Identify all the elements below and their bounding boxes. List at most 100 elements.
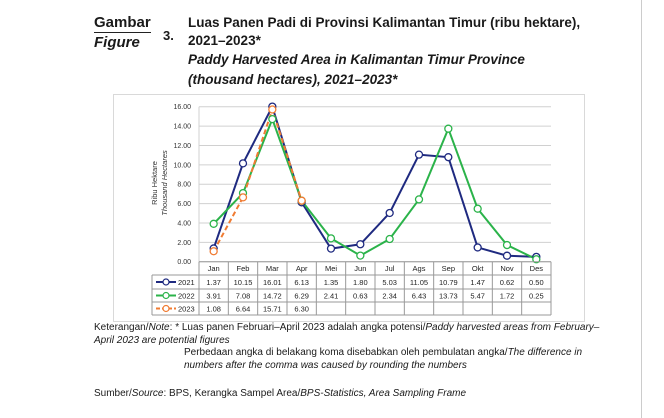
figure-title-id: Luas Panen Padi di Provinsi Kalimantan T… xyxy=(188,15,581,48)
data-label: 5.03 xyxy=(382,278,397,287)
x-tick-label: Des xyxy=(530,264,544,273)
legend-marker-2021 xyxy=(162,278,170,286)
data-point-2022 xyxy=(385,234,394,244)
data-point-2022 xyxy=(326,234,336,243)
y-tick-label: 16.00 xyxy=(173,104,191,111)
data-label: 0.63 xyxy=(353,291,368,300)
data-point-2022 xyxy=(502,240,512,250)
data-point-2023 xyxy=(209,247,218,256)
source-text: BPS, Kerangka Sampel Area/ xyxy=(166,388,301,399)
data-label: 11.05 xyxy=(410,278,428,287)
data-label: 1.80 xyxy=(353,278,368,287)
source-label-en: Source xyxy=(131,388,164,399)
series-line-2023 xyxy=(212,106,303,252)
figure-label-en: Figure xyxy=(94,34,140,51)
data-point-2022 xyxy=(444,124,453,133)
data-point-2022 xyxy=(532,255,541,264)
data-point-2021 xyxy=(414,150,424,159)
x-tick-label: Mar xyxy=(266,264,279,273)
data-label: 5.47 xyxy=(470,291,485,300)
data-label: 6.64 xyxy=(236,304,251,313)
data-label: 14.72 xyxy=(263,291,282,300)
data-label: 10.15 xyxy=(234,278,253,287)
data-label: 0.62 xyxy=(500,278,515,287)
legend-label: 2021 xyxy=(178,278,195,287)
data-point-2023 xyxy=(268,105,277,114)
data-point-2021 xyxy=(356,240,365,249)
y-tick-label: 6.00 xyxy=(177,201,191,208)
data-point-2023 xyxy=(297,196,306,205)
notes-label: Keterangan/ xyxy=(94,322,149,333)
data-label: 2.34 xyxy=(382,291,397,300)
figure-title-en: Paddy Harvested Area in Kalimantan Timur… xyxy=(188,52,525,87)
y-tick-label: 4.00 xyxy=(177,220,191,227)
x-tick-label: Jan xyxy=(208,264,220,273)
source-text-en: BPS-Statistics, Area Sampling Frame xyxy=(300,388,467,399)
legend-label: 2022 xyxy=(178,291,195,300)
note-2-en: The difference in numbers after the comm… xyxy=(184,347,583,371)
y-axis-label: Ribu Hektare xyxy=(150,161,159,205)
data-point-2022 xyxy=(414,195,424,204)
legend-marker-2023 xyxy=(162,304,170,313)
y-tick-label: 10.00 xyxy=(173,162,191,169)
data-label: 13.73 xyxy=(439,291,458,300)
data-label: 16.01 xyxy=(263,278,282,287)
x-tick-label: Nov xyxy=(500,264,514,273)
data-point-2021 xyxy=(473,243,482,252)
data-label: 1.08 xyxy=(206,304,221,313)
data-point-2023 xyxy=(238,193,248,202)
data-point-2021 xyxy=(238,159,248,168)
source: Sumber/Source: BPS, Kerangka Sampel Area… xyxy=(94,388,467,399)
data-point-2022 xyxy=(473,204,482,213)
data-label: 1.72 xyxy=(500,291,515,300)
data-label: 2.41 xyxy=(324,291,339,300)
data-point-2021 xyxy=(326,244,336,253)
data-label: 15.71 xyxy=(263,304,282,313)
y-tick-label: 2.00 xyxy=(177,240,191,247)
notes: Keterangan/Note: * Luas panen Februari–A… xyxy=(94,322,600,371)
y-tick-label: 12.00 xyxy=(173,143,191,150)
data-label: 7.08 xyxy=(236,291,251,300)
x-tick-label: Ags xyxy=(413,264,426,273)
data-label: 6.13 xyxy=(294,278,309,287)
data-point-2022 xyxy=(209,219,218,228)
source-label: Sumber/ xyxy=(94,388,132,399)
data-point-2021 xyxy=(385,208,394,218)
x-tick-label: Feb xyxy=(237,264,250,273)
data-point-2022 xyxy=(268,114,277,124)
data-label: 6.43 xyxy=(412,291,427,300)
data-label: 6.30 xyxy=(294,304,309,313)
legend-label: 2023 xyxy=(178,304,195,313)
note-1: * Luas panen Februari–April 2023 adalah … xyxy=(175,322,426,333)
series-line-2021 xyxy=(212,103,537,258)
x-tick-label: Mei xyxy=(325,264,337,273)
x-tick-label: Okt xyxy=(472,264,485,273)
note-2: Perbedaan angka di belakang koma disebab… xyxy=(184,347,508,358)
data-point-2022 xyxy=(356,251,365,260)
data-label: 0.25 xyxy=(529,291,544,300)
data-point-2021 xyxy=(502,251,512,260)
series-line-2022 xyxy=(212,116,537,261)
data-point-2021 xyxy=(444,153,453,162)
page-edge-divider xyxy=(641,0,642,418)
x-tick-label: Apr xyxy=(296,264,308,273)
data-label: 0.50 xyxy=(529,278,544,287)
y-tick-label: 0.00 xyxy=(177,259,191,266)
figure-label-id: Gambar xyxy=(94,14,151,33)
notes-label-en: Note xyxy=(148,322,170,333)
data-label: 3.91 xyxy=(206,291,221,300)
y-axis-label-en: Thousand Hectares xyxy=(160,150,169,216)
data-label: 1.37 xyxy=(206,278,221,287)
data-label: 6.29 xyxy=(294,291,309,300)
note-1-en: Paddy harvested areas from February–Apri… xyxy=(94,322,600,346)
y-tick-label: 8.00 xyxy=(177,182,191,189)
y-tick-label: 14.00 xyxy=(173,124,191,131)
chart-frame xyxy=(113,94,585,322)
data-label: 10.79 xyxy=(439,278,458,287)
x-tick-label: Sep xyxy=(442,264,455,273)
figure-number: 3. xyxy=(163,28,174,43)
legend-marker-2022 xyxy=(162,291,170,300)
data-label: 1.35 xyxy=(324,278,339,287)
